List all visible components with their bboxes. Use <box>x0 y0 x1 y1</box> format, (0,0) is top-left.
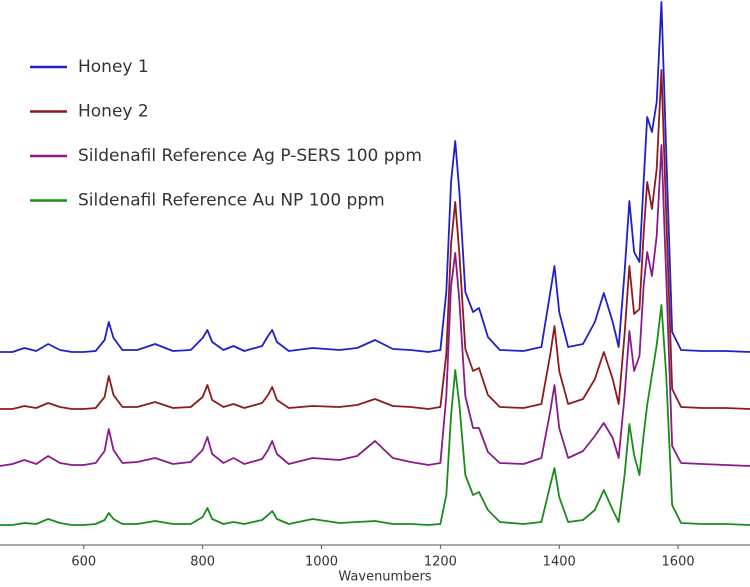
x-tick-label: 1000 <box>305 555 338 570</box>
spectrum-line <box>0 304 750 526</box>
spectrum-line <box>0 69 750 410</box>
spectrum-line <box>0 1 750 353</box>
legend-label: Sildenafil Reference Au NP 100 ppm <box>78 191 385 211</box>
legend-label: Honey 1 <box>78 57 149 77</box>
legend-label: Honey 2 <box>78 102 149 122</box>
spectrum-line <box>0 144 750 467</box>
x-tick-label: 800 <box>190 555 215 570</box>
x-axis-label: Wavenumbers <box>338 570 431 585</box>
legend-label: Sildenafil Reference Ag P-SERS 100 ppm <box>78 146 422 166</box>
x-tick-label: 600 <box>71 555 96 570</box>
x-tick-label: 1400 <box>543 555 576 570</box>
x-tick-label: 1600 <box>662 555 695 570</box>
x-tick-label: 1200 <box>424 555 457 570</box>
